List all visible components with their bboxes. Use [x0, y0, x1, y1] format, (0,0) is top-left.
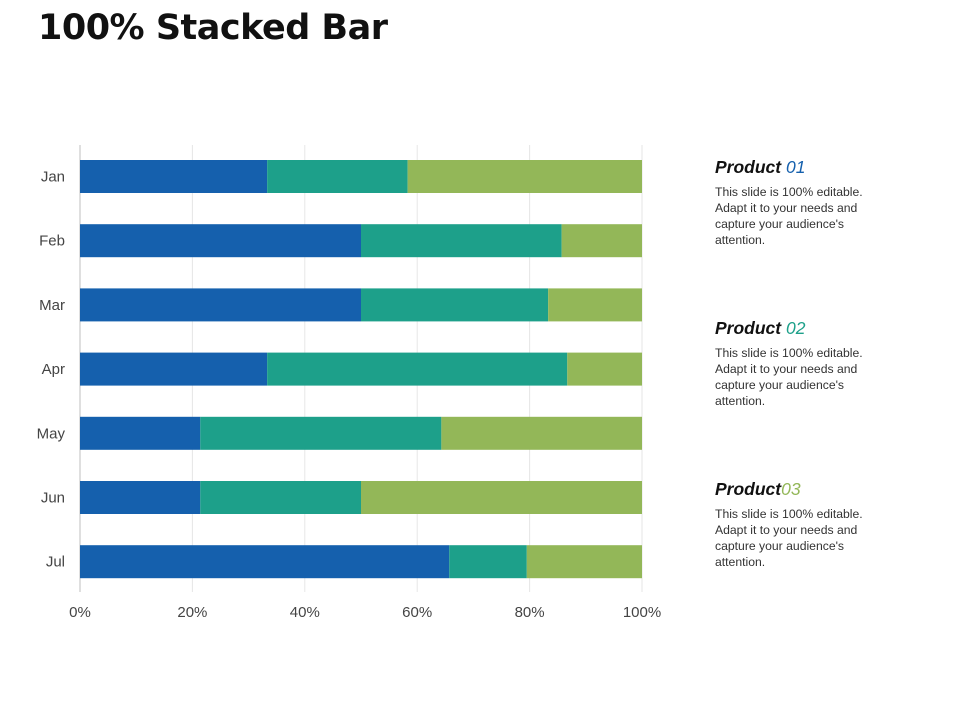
x-tick-labels: 0% 20% 40% 60% 80% 100% — [69, 604, 661, 621]
x-tick-label: 100% — [623, 604, 661, 621]
bar-segment — [441, 416, 642, 450]
legend-product-02: Product 02 This slide is 100% editable. … — [715, 318, 915, 409]
legend-name: Product — [715, 479, 782, 499]
bar-segment — [200, 481, 361, 514]
bar-segment — [361, 288, 549, 322]
category-label: Jan — [41, 169, 65, 186]
bar-segment — [561, 224, 642, 258]
legend-heading: Product 02 — [715, 318, 915, 338]
bar-segment — [361, 224, 562, 258]
legend-name: Product — [715, 157, 786, 177]
legend-description: This slide is 100% editable. Adapt it to… — [715, 346, 863, 408]
bar-segment — [526, 545, 642, 579]
category-label: Mar — [39, 297, 65, 314]
legend-product-01: Product 01 This slide is 100% editable. … — [715, 157, 915, 248]
category-label: Apr — [42, 361, 65, 378]
bar-segment — [267, 352, 568, 386]
bar-segment — [407, 160, 642, 193]
x-tick-label: 0% — [69, 604, 91, 621]
bar-segment — [80, 160, 268, 193]
bar-segment — [567, 352, 642, 386]
x-tick-label: 80% — [515, 604, 545, 621]
category-label: Feb — [39, 233, 65, 250]
legend-heading: Product 01 — [715, 157, 915, 177]
legend-number: 01 — [785, 157, 806, 177]
category-label: May — [37, 425, 66, 442]
x-tick-label: 20% — [177, 604, 207, 621]
bar-segment — [80, 545, 450, 579]
x-tick-label: 40% — [290, 604, 320, 621]
category-label: Jun — [41, 490, 65, 507]
legend-product-03: Product03 This slide is 100% editable. A… — [715, 479, 915, 570]
x-tick-label: 60% — [402, 604, 432, 621]
category-labels: Jan Feb Mar Apr May Jun Jul — [37, 169, 66, 571]
bar-segment — [80, 352, 268, 386]
bar-segment — [200, 416, 442, 450]
legend-description: This slide is 100% editable. Adapt it to… — [715, 507, 863, 569]
bar-segment — [80, 481, 201, 514]
legend-heading: Product03 — [715, 479, 915, 499]
bar-segment — [449, 545, 527, 579]
page-title: 100% Stacked Bar — [38, 8, 388, 48]
bar-segment — [267, 160, 408, 193]
category-label: Jul — [46, 554, 65, 571]
bars — [80, 160, 642, 579]
bar-segment — [361, 481, 642, 514]
bar-segment — [80, 288, 361, 322]
bar-segment — [548, 288, 642, 322]
legend-number: 03 — [781, 479, 801, 499]
bar-segment — [80, 416, 201, 450]
legend-description: This slide is 100% editable. Adapt it to… — [715, 185, 863, 247]
legend-number: 02 — [785, 318, 806, 338]
stacked-bar-chart: Jan Feb Mar Apr May Jun Jul 0% 20% 40% 60% 80% 100% — [37, 145, 661, 621]
legend-name: Product — [715, 318, 786, 338]
bar-segment — [80, 224, 361, 258]
